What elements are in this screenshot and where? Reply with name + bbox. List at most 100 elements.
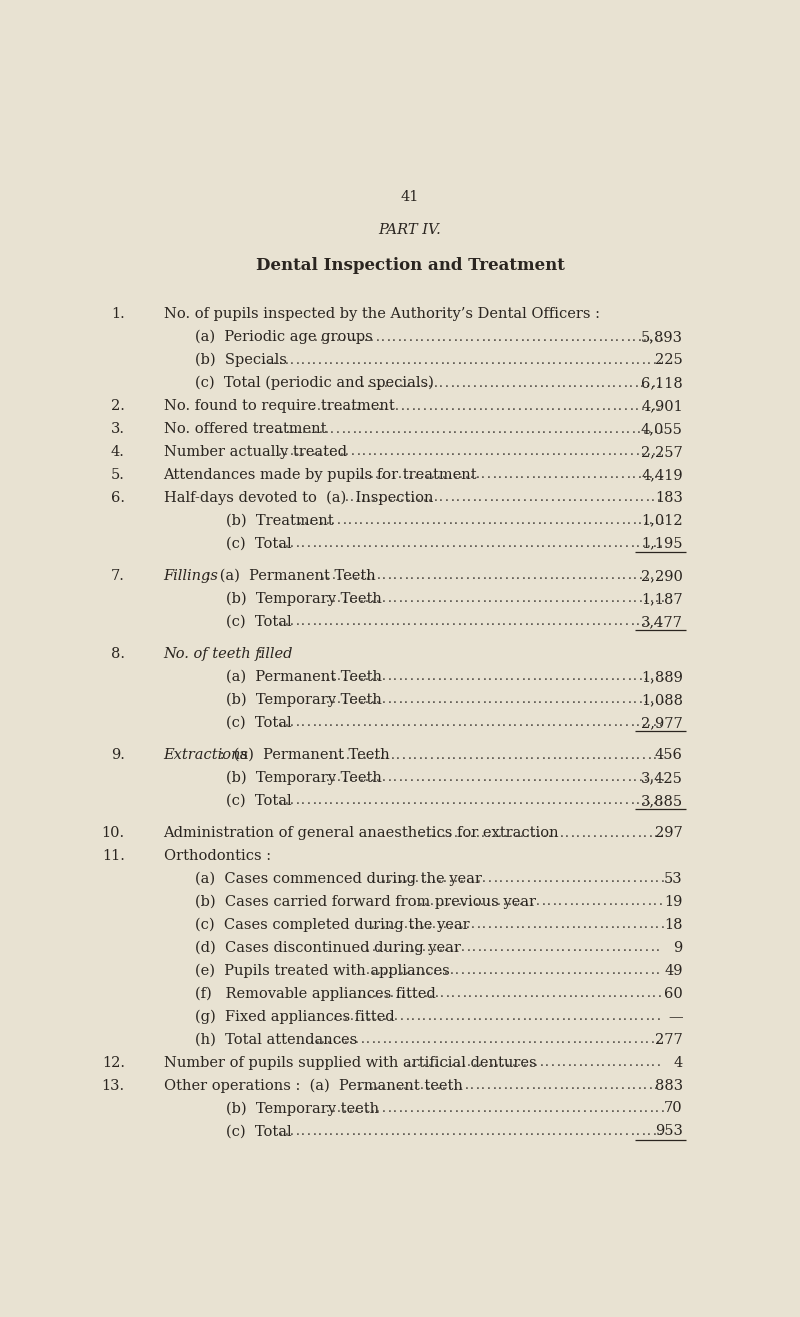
- Text: .: .: [398, 1102, 402, 1115]
- Text: .: .: [630, 748, 634, 761]
- Text: .: .: [526, 827, 530, 840]
- Text: .: .: [644, 593, 648, 606]
- Text: .: .: [394, 491, 398, 504]
- Text: .: .: [655, 514, 659, 527]
- Text: .: .: [546, 445, 550, 458]
- Text: (g)  Fixed appliances fitted: (g) Fixed appliances fitted: [194, 1009, 394, 1023]
- Text: .: .: [302, 423, 306, 436]
- Text: .: .: [370, 1102, 374, 1115]
- Text: .: .: [401, 399, 405, 412]
- Text: .: .: [508, 716, 512, 730]
- Text: .: .: [635, 445, 639, 458]
- Text: .: .: [488, 693, 492, 706]
- Text: .: .: [622, 569, 626, 582]
- Text: .: .: [605, 872, 609, 885]
- Text: .: .: [594, 964, 598, 977]
- Text: .: .: [583, 1102, 586, 1115]
- Text: .: .: [333, 1010, 337, 1023]
- Text: .: .: [645, 964, 649, 977]
- Text: .: .: [476, 514, 480, 527]
- Text: .: .: [417, 377, 421, 390]
- Text: .: .: [500, 942, 504, 955]
- Text: .: .: [491, 716, 495, 730]
- Text: .: .: [522, 1010, 526, 1023]
- Text: .: .: [655, 872, 659, 885]
- Text: .: .: [460, 872, 464, 885]
- Text: .: .: [342, 423, 346, 436]
- Text: .: .: [655, 569, 659, 582]
- Text: .: .: [617, 964, 621, 977]
- Text: .: .: [379, 537, 383, 551]
- Text: .: .: [320, 514, 324, 527]
- Text: .: .: [469, 896, 473, 909]
- Text: .: .: [521, 514, 525, 527]
- Text: .: .: [569, 354, 573, 366]
- Text: .: .: [651, 377, 655, 390]
- Text: .: .: [357, 354, 361, 366]
- Text: .: .: [462, 399, 466, 412]
- Text: .: .: [262, 354, 266, 366]
- Text: .: .: [542, 537, 545, 551]
- Text: .: .: [402, 1125, 406, 1138]
- Text: .: .: [307, 1125, 310, 1138]
- Text: .: .: [374, 615, 378, 628]
- Text: .: .: [430, 794, 434, 807]
- Text: .: .: [477, 772, 481, 785]
- Text: .: .: [582, 1079, 586, 1092]
- Text: .: .: [399, 964, 403, 977]
- Text: .: .: [306, 354, 310, 366]
- Text: .: .: [591, 615, 595, 628]
- Text: .: .: [573, 1010, 577, 1023]
- Text: .: .: [428, 491, 432, 504]
- Text: .: .: [578, 772, 581, 785]
- Text: .: .: [379, 354, 383, 366]
- Text: .: .: [385, 988, 388, 1000]
- Text: 18: 18: [664, 918, 682, 932]
- Text: .: .: [546, 1125, 550, 1138]
- Text: .: .: [452, 716, 456, 730]
- Text: 70: 70: [664, 1101, 682, 1115]
- Text: .: .: [358, 748, 361, 761]
- Text: .: .: [385, 354, 389, 366]
- Text: .: .: [647, 615, 651, 628]
- Text: .: .: [627, 670, 631, 684]
- Text: .: .: [438, 670, 442, 684]
- Text: .: .: [616, 772, 620, 785]
- Text: .: .: [357, 988, 360, 1000]
- Text: .: .: [657, 491, 661, 504]
- Text: .: .: [619, 1125, 623, 1138]
- Text: .: .: [490, 377, 494, 390]
- Text: .: .: [393, 772, 397, 785]
- Text: .: .: [527, 872, 530, 885]
- Text: .: .: [463, 716, 467, 730]
- Text: .: .: [600, 569, 604, 582]
- Text: .: .: [426, 331, 430, 344]
- Text: .: .: [520, 1079, 524, 1092]
- Text: .: .: [392, 469, 396, 482]
- Text: .: .: [572, 1102, 575, 1115]
- Text: .: .: [480, 615, 484, 628]
- Text: .: .: [484, 399, 488, 412]
- Text: .: .: [460, 569, 464, 582]
- Text: .: .: [550, 918, 553, 931]
- Text: (e)  Pupils treated with appliances: (e) Pupils treated with appliances: [194, 964, 450, 979]
- Text: .: .: [625, 354, 629, 366]
- Text: .: .: [617, 942, 621, 955]
- Text: .: .: [555, 918, 558, 931]
- Text: .: .: [660, 1079, 664, 1092]
- Text: (c)  Total: (c) Total: [226, 537, 291, 551]
- Text: .: .: [443, 670, 447, 684]
- Text: .: .: [573, 1033, 576, 1046]
- Text: .: .: [490, 491, 494, 504]
- Text: .: .: [630, 537, 634, 551]
- Text: .: .: [474, 354, 478, 366]
- Text: .: .: [466, 964, 470, 977]
- Text: .: .: [634, 569, 637, 582]
- Text: .: .: [602, 445, 606, 458]
- Text: (b)  Treatment: (b) Treatment: [226, 514, 333, 528]
- Text: .: .: [493, 469, 496, 482]
- Text: .: .: [482, 569, 486, 582]
- Text: .: .: [636, 537, 640, 551]
- Text: .: .: [488, 569, 492, 582]
- Text: .: .: [622, 670, 626, 684]
